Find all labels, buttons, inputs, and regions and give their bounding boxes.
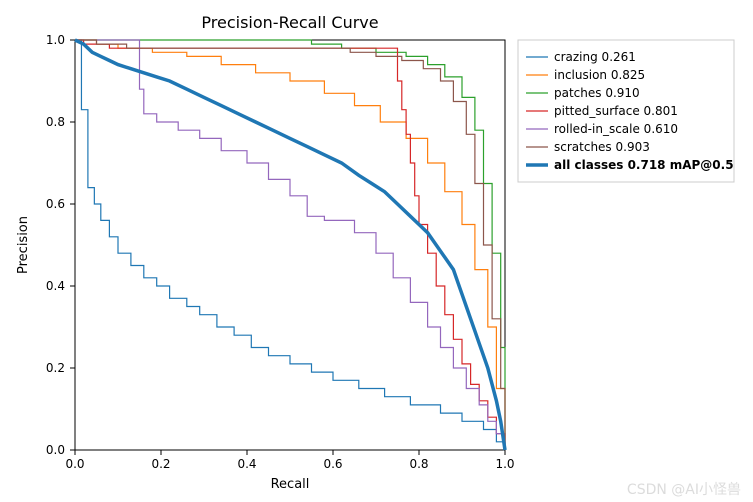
chart-container: { "chart": { "type": "line", "title": "P…	[0, 0, 753, 502]
legend-label: rolled-in_scale 0.610	[554, 122, 678, 136]
y-tick-label: 1.0	[46, 33, 65, 47]
x-tick-label: 0.8	[409, 457, 428, 471]
y-tick-label: 0.0	[46, 443, 65, 457]
legend-label: scratches 0.903	[554, 140, 650, 154]
plot-border	[75, 40, 505, 450]
series-crazing	[75, 40, 505, 450]
series-all-classes	[75, 40, 505, 450]
series-pitted-surface	[75, 40, 505, 450]
watermark: CSDN @AI小怪兽	[627, 482, 741, 498]
legend-label: crazing 0.261	[554, 50, 636, 64]
series-scratches	[75, 40, 505, 450]
legend-label: pitted_surface 0.801	[554, 104, 678, 118]
pr-curve-chart: 0.0 0.2 0.4 0.6 0.8 1.0 0.0 0.2 0.4 0.6 0.8 1.0 Reca…	[0, 0, 753, 502]
legend-label: all classes 0.718 mAP@0.5	[554, 158, 734, 172]
series-inclusion	[75, 40, 505, 450]
legend-label: patches 0.910	[554, 86, 640, 100]
x-tick-label: 0.0	[65, 457, 84, 471]
legend-label: inclusion 0.825	[554, 68, 645, 82]
x-tick-label: 0.6	[323, 457, 342, 471]
series-rolled-in-scale	[75, 40, 505, 450]
y-tick-label: 0.6	[46, 197, 65, 211]
y-axis-label: Precision	[16, 216, 31, 274]
x-tick-label: 0.2	[151, 457, 170, 471]
series-patches	[75, 40, 505, 450]
chart-title: Precision-Recall Curve	[201, 13, 378, 32]
y-tick-label: 0.8	[46, 115, 65, 129]
x-tick-label: 0.4	[237, 457, 256, 471]
x-tick-label: 1.0	[495, 457, 514, 471]
y-tick-label: 0.2	[46, 361, 65, 375]
y-tick-label: 0.4	[46, 279, 65, 293]
x-axis-label: Recall	[271, 477, 310, 492]
